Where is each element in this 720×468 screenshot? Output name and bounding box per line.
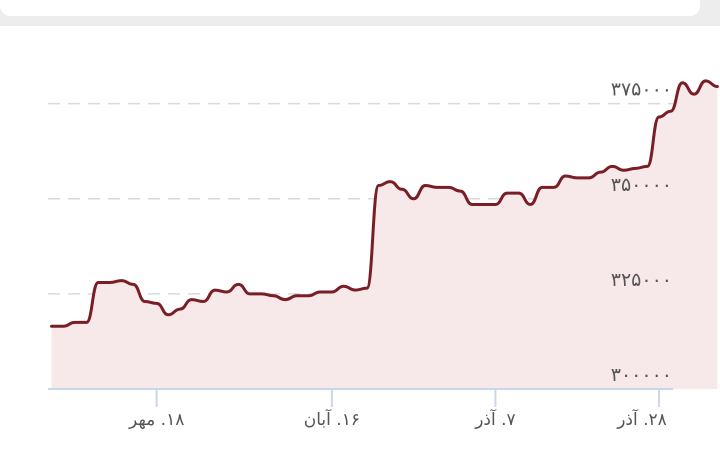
x-tick-labels: ۱۸. مهر ۱۶. آبان ۷. آذر ۲۸. آذر (128, 408, 667, 430)
y-tick-labels: ۳۰۰۰۰۰ ۳۲۵۰۰۰ ۳۵۰۰۰۰ ۳۷۵۰۰۰ (611, 79, 672, 386)
x-tick-label-3: ۲۸. آذر (616, 408, 667, 430)
series-line (50, 79, 719, 328)
price-chart: ۳۰۰۰۰۰ ۳۲۵۰۰۰ ۳۵۰۰۰۰ ۳۷۵۰۰۰ ۱۸. مهر ۱۶. آبان… (48, 79, 719, 430)
x-tick-label-0: ۱۸. مهر (128, 410, 184, 430)
x-axis (48, 388, 673, 407)
x-tick-label-1: ۱۶. آبان (304, 408, 360, 430)
y-tick-label-2: ۳۵۰۰۰۰ (611, 174, 672, 196)
x-tick-label-2: ۷. آذر (474, 408, 515, 430)
previous-card-edge (0, 0, 700, 16)
area-fill-layer (51, 80, 718, 390)
y-tick-label-1: ۳۲۵۰۰۰ (611, 269, 672, 291)
series-line-layer (50, 79, 719, 328)
y-tick-label-3: ۳۷۵۰۰۰ (611, 79, 672, 101)
y-tick-label-0: ۳۰۰۰۰۰ (611, 364, 672, 386)
price-chart-card: ۳۰۰۰۰۰ ۳۲۵۰۰۰ ۳۵۰۰۰۰ ۳۷۵۰۰۰ ۱۸. مهر ۱۶. آبان… (0, 26, 720, 468)
series-area (51, 80, 718, 390)
